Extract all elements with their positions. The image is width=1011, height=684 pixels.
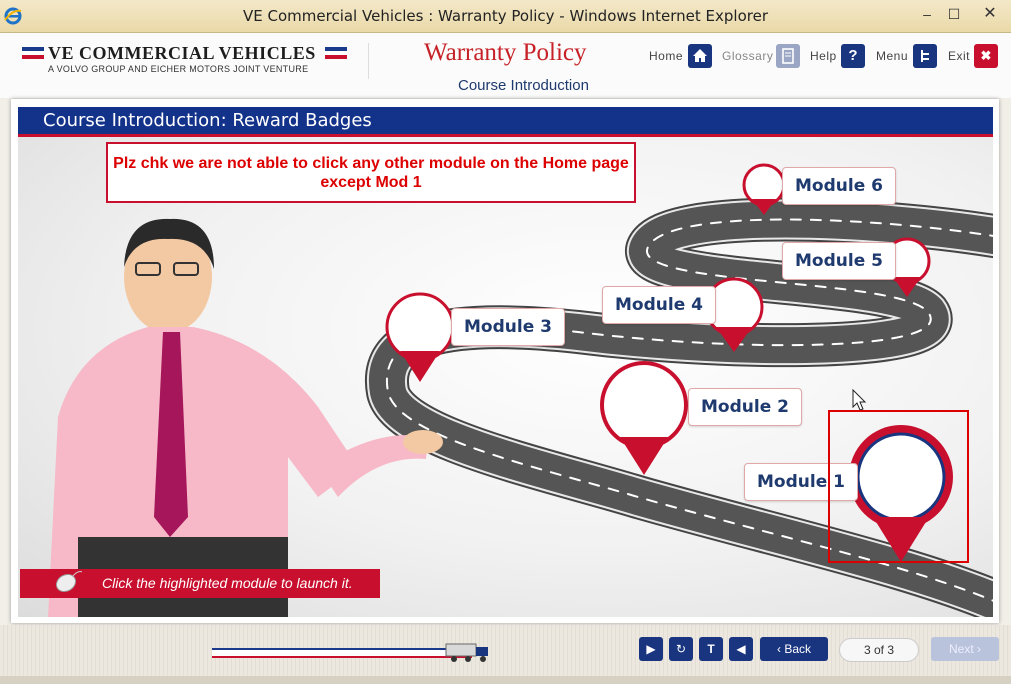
review-note-line1: Plz chk we are not able to click any oth… xyxy=(113,155,629,172)
module-5-label[interactable]: Module 5 xyxy=(782,242,896,280)
module-5-pin xyxy=(883,237,931,297)
maximize-button[interactable]: ☐ xyxy=(947,6,961,22)
logo-flag-icon xyxy=(325,47,347,59)
slide-stage xyxy=(18,137,993,617)
module-3-label[interactable]: Module 3 xyxy=(451,308,565,346)
logo-name: VE COMMERCIAL VEHICLES xyxy=(48,43,316,63)
replay-icon[interactable]: ↻ xyxy=(669,637,693,661)
nav-home-label[interactable]: Home xyxy=(649,49,684,63)
review-note: Plz chk we are not able to click any oth… xyxy=(106,142,636,203)
module-1-highlight[interactable] xyxy=(828,410,969,563)
page-counter: 3 of 3 xyxy=(839,638,919,662)
window-bottom-strip xyxy=(0,676,1011,684)
module-4-label[interactable]: Module 4 xyxy=(602,286,716,324)
module-2-label[interactable]: Module 2 xyxy=(688,388,802,426)
module-pins xyxy=(385,163,953,562)
play-icon[interactable]: ▶ xyxy=(639,637,663,661)
back-button-label: Back xyxy=(784,642,812,656)
presenter-character xyxy=(48,218,443,617)
review-note-line2: except Mod 1 xyxy=(320,174,422,191)
mouse-cursor xyxy=(852,388,867,411)
module-1-pin xyxy=(849,425,953,562)
menu-icon[interactable] xyxy=(913,44,937,68)
close-window-button[interactable]: ✕ xyxy=(983,5,997,22)
road-illustration xyxy=(48,163,993,617)
header-divider xyxy=(368,43,369,79)
nav-exit-label[interactable]: Exit xyxy=(948,49,971,63)
module-6-label[interactable]: Module 6 xyxy=(782,167,896,205)
logo-flag-icon xyxy=(22,47,44,59)
slide-title: Course Introduction: Reward Badges xyxy=(43,110,372,131)
question-icon[interactable]: ? xyxy=(841,44,865,68)
ie-icon xyxy=(4,7,22,25)
close-icon[interactable]: ✖ xyxy=(974,44,998,68)
hint-bar: Click the highlighted module to launch i… xyxy=(20,569,380,598)
module-3-pin xyxy=(385,292,455,382)
home-icon[interactable] xyxy=(688,44,712,68)
audio-icon[interactable]: ◀ xyxy=(729,637,753,661)
nav-menu-label[interactable]: Menu xyxy=(876,49,909,63)
hint-text: Click the highlighted module to launch i… xyxy=(102,575,353,591)
progress-track xyxy=(212,648,472,658)
next-button[interactable]: Next › xyxy=(931,637,999,661)
window-title: VE Commercial Vehicles : Warranty Policy… xyxy=(243,7,768,25)
window-titlebar: VE Commercial Vehicles : Warranty Policy… xyxy=(0,0,1011,33)
truck-icon xyxy=(444,638,492,664)
next-arrow-icon: › xyxy=(973,642,982,656)
app-header: VE COMMERCIAL VEHICLES A VOLVO GROUP AND… xyxy=(0,33,1011,98)
back-button[interactable]: ‹ Back xyxy=(760,637,828,661)
nav-help-label[interactable]: Help xyxy=(810,49,837,63)
next-button-label: Next xyxy=(948,642,974,656)
mouse-icon xyxy=(50,568,84,594)
transcript-icon[interactable]: T xyxy=(699,637,723,661)
course-title: Warranty Policy xyxy=(424,39,587,66)
module-6-pin xyxy=(742,163,786,215)
logo-tagline: A VOLVO GROUP AND EICHER MOTORS JOINT VE… xyxy=(48,64,309,74)
nav-glossary-label[interactable]: Glossary xyxy=(722,49,774,63)
minimize-button[interactable]: – xyxy=(923,6,931,22)
book-icon[interactable] xyxy=(776,44,800,68)
back-arrow-icon: ‹ xyxy=(776,642,785,656)
module-1-label[interactable]: Module 1 xyxy=(744,463,858,501)
course-subtitle: Course Introduction xyxy=(458,77,589,94)
module-2-pin xyxy=(600,361,688,475)
slide-banner xyxy=(18,107,993,137)
